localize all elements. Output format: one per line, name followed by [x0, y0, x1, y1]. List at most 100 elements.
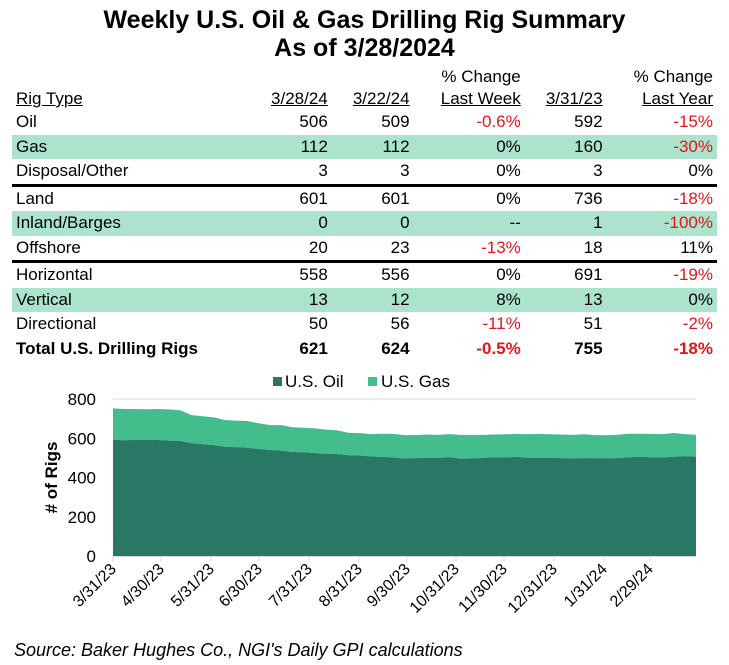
- cell-current-count: 3: [318, 161, 328, 181]
- cell-change-week: 8%: [413, 287, 525, 312]
- cell-rig-type: Inland/Barges: [12, 211, 250, 236]
- x-tick-label: 7/31/23: [266, 561, 316, 611]
- table-row: Offshore 20 23 -13% 18 11%: [12, 236, 717, 262]
- header-change-year-line1: % Change: [633, 67, 713, 86]
- table-row: Total U.S. Drilling Rigs 621 624 -0.5% 755 -1…: [12, 337, 717, 362]
- cell-prior-week-count: 23: [390, 237, 410, 257]
- header-current: 3/28/24: [250, 66, 332, 110]
- y-tick-label: 800: [68, 390, 96, 409]
- cell-change-year: 0%: [688, 161, 713, 181]
- table-row: Horizontal 558 556 0% 691 -19%: [12, 260, 717, 288]
- cell-rig-type: Directional: [16, 314, 97, 334]
- cell-change-week: 0%: [496, 161, 521, 181]
- cell-change-year: -19%: [606, 260, 717, 288]
- cell-year-ago-count: 18: [583, 237, 603, 257]
- cell-current-count: 601: [250, 183, 332, 211]
- series-oil-area: [113, 439, 696, 556]
- table-row: Disposal/Other 3 3 0% 3 0%: [12, 159, 717, 185]
- cell-change-week: -13%: [481, 237, 521, 257]
- cell-change-year: -18%: [673, 338, 713, 358]
- x-tick-label: 10/31/23: [407, 561, 463, 617]
- header-rig-type-label: Rig Type: [16, 89, 83, 108]
- cell-year-ago-count: 736: [524, 183, 607, 211]
- cell-rig-type: Total U.S. Drilling Rigs: [16, 338, 198, 358]
- y-tick-label: 0: [87, 547, 96, 566]
- cell-current-count: 506: [299, 112, 328, 132]
- header-change-year-line2: Last Year: [642, 89, 713, 108]
- legend-oil-label: U.S. Oil: [285, 372, 344, 391]
- series-gas-area: [113, 408, 696, 459]
- x-tick-label: 3/31/23: [70, 561, 120, 611]
- header-change-week-line1: % Change: [441, 67, 521, 86]
- rig-summary-table: Rig Type 3/28/24 3/22/24 % Change Last We…: [12, 66, 717, 361]
- cell-change-year: -15%: [673, 112, 713, 132]
- y-axis-label: # of Rigs: [42, 442, 61, 514]
- cell-current-count: 13: [250, 287, 332, 312]
- cell-change-year: -100%: [606, 211, 717, 236]
- table-row: Directional 50 56 -11% 51 -2%: [12, 312, 717, 337]
- cell-year-ago-count: 3: [593, 161, 603, 181]
- cell-prior-week-count: 601: [331, 183, 414, 211]
- cell-year-ago-count: 592: [574, 112, 603, 132]
- header-prior-week-label: 3/22/24: [352, 89, 410, 108]
- cell-change-year: -18%: [606, 183, 717, 211]
- cell-year-ago-count: 755: [574, 338, 603, 358]
- table-row: Vertical 13 12 8% 13 0%: [12, 287, 717, 312]
- cell-change-year: -2%: [682, 314, 713, 334]
- header-year-ago-label: 3/31/23: [545, 89, 603, 108]
- header-prior-week: 3/22/24: [332, 66, 414, 110]
- rig-count-area-chart: 0 200 400 600 800 # of Rigs 3/31/234/30/23 5/31…: [42, 372, 696, 617]
- x-tick-label: 11/30/23: [456, 561, 511, 616]
- cell-rig-type: Horizontal: [12, 260, 250, 288]
- cell-change-week: -0.6%: [476, 112, 521, 132]
- cell-year-ago-count: 51: [583, 314, 603, 334]
- cell-rig-type: Disposal/Other: [16, 161, 129, 181]
- chart-subtitle: As of 3/28/2024: [274, 34, 455, 62]
- table-row: Oil 506 509 -0.6% 592 -15%: [12, 110, 717, 135]
- cell-year-ago-count: 691: [524, 260, 607, 288]
- cell-change-week: 0%: [413, 260, 525, 288]
- cell-rig-type: Gas: [12, 134, 250, 159]
- cell-current-count: 558: [250, 260, 332, 288]
- cell-current-count: 50: [308, 314, 328, 334]
- cell-prior-week-count: 112: [331, 134, 414, 159]
- x-tick-label: 1/31/24: [561, 561, 611, 611]
- legend-oil-swatch: [273, 377, 282, 386]
- cell-change-week: -0.5%: [476, 338, 521, 358]
- cell-prior-week-count: 12: [331, 287, 414, 312]
- cell-prior-week-count: 3: [400, 161, 410, 181]
- header-rig-type: Rig Type: [12, 66, 250, 110]
- cell-prior-week-count: 56: [390, 314, 410, 334]
- cell-current-count: 112: [250, 134, 332, 159]
- cell-prior-week-count: 624: [381, 338, 410, 358]
- x-tick-label: 9/30/23: [364, 561, 414, 611]
- legend-gas-swatch: [368, 377, 377, 386]
- header-change-year: % Change Last Year: [607, 66, 717, 110]
- x-tick-label: 12/31/23: [505, 561, 561, 617]
- cell-prior-week-count: 556: [331, 260, 414, 288]
- cell-year-ago-count: 13: [524, 287, 607, 312]
- cell-change-week: -11%: [482, 314, 521, 334]
- x-tick-label: 5/31/23: [168, 561, 218, 611]
- y-tick-label: 600: [68, 429, 96, 448]
- x-tick-label: 8/31/23: [316, 561, 366, 611]
- cell-year-ago-count: 160: [524, 134, 607, 159]
- x-tick-label: 4/30/23: [118, 561, 168, 611]
- table-row: Land 601 601 0% 736 -18%: [12, 183, 717, 211]
- header-change-week: % Change Last Week: [414, 66, 525, 110]
- cell-current-count: 20: [308, 237, 328, 257]
- cell-rig-type: Vertical: [12, 287, 250, 312]
- cell-rig-type: Land: [12, 183, 250, 211]
- table-row: Inland/Barges 0 0 -- 1 -100%: [12, 211, 717, 236]
- cell-rig-type: Oil: [16, 112, 37, 132]
- x-tick-label: 2/29/24: [607, 561, 657, 611]
- cell-change-year: -30%: [606, 134, 717, 159]
- cell-change-week: --: [413, 211, 525, 236]
- cell-year-ago-count: 1: [524, 211, 607, 236]
- source-note: Source: Baker Hughes Co., NGI's Daily GP…: [14, 640, 463, 660]
- header-change-week-line2: Last Week: [440, 89, 521, 108]
- legend-gas-label: U.S. Gas: [381, 372, 450, 391]
- table-row: Gas 112 112 0% 160 -30%: [12, 134, 717, 159]
- header-current-label: 3/28/24: [271, 89, 328, 108]
- cell-change-week: 0%: [413, 134, 525, 159]
